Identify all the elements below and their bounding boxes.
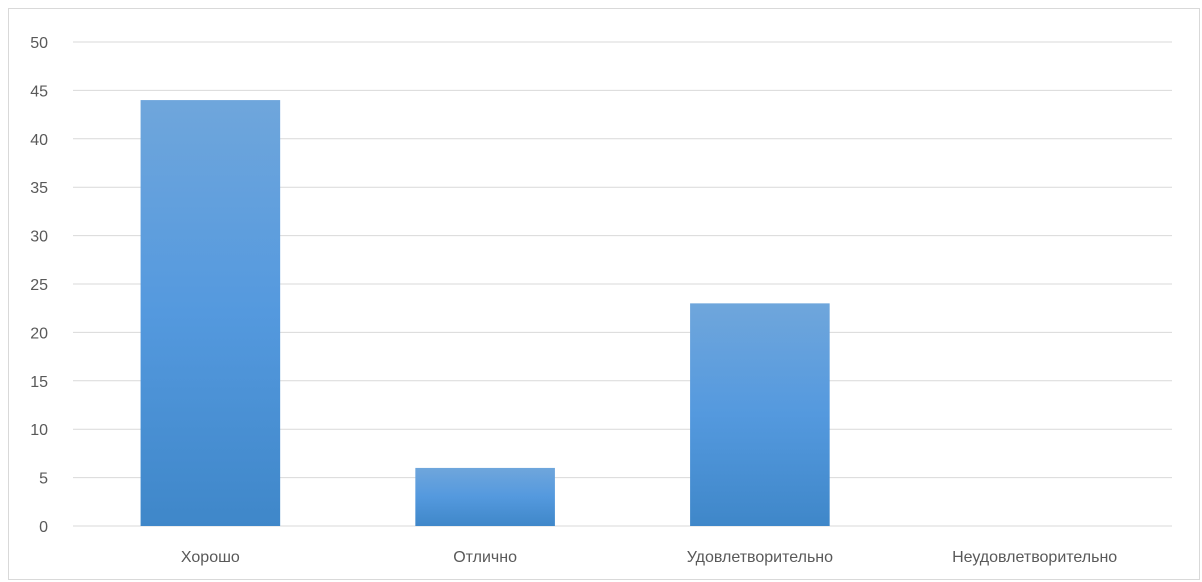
bars xyxy=(140,100,830,526)
y-tick-label: 35 xyxy=(30,180,48,197)
bar xyxy=(140,100,281,526)
y-tick-label: 5 xyxy=(39,471,48,488)
x-tick-label: Удовлетворительно xyxy=(687,549,833,566)
y-tick-label: 0 xyxy=(39,519,48,536)
bar xyxy=(690,303,830,526)
x-tick-label: Неудовлетворительно xyxy=(952,549,1117,566)
x-axis-labels: Хорошо Отлично Удовлетворительно Неудовлетв… xyxy=(181,549,1117,566)
y-tick-label: 10 xyxy=(30,422,48,439)
y-tick-label: 30 xyxy=(30,229,48,246)
y-tick-label: 50 xyxy=(30,35,48,52)
y-tick-label: 20 xyxy=(30,325,48,342)
y-tick-label: 15 xyxy=(30,374,48,391)
bar xyxy=(415,467,555,526)
x-tick-label: Отлично xyxy=(453,549,517,566)
y-tick-label: 25 xyxy=(30,277,48,294)
y-tick-label: 40 xyxy=(30,132,48,149)
x-tick-label: Хорошо xyxy=(181,549,240,566)
y-axis-ticks: 0 5 10 15 20 25 30 35 40 45 50 xyxy=(30,35,48,536)
y-tick-label: 45 xyxy=(30,83,48,100)
